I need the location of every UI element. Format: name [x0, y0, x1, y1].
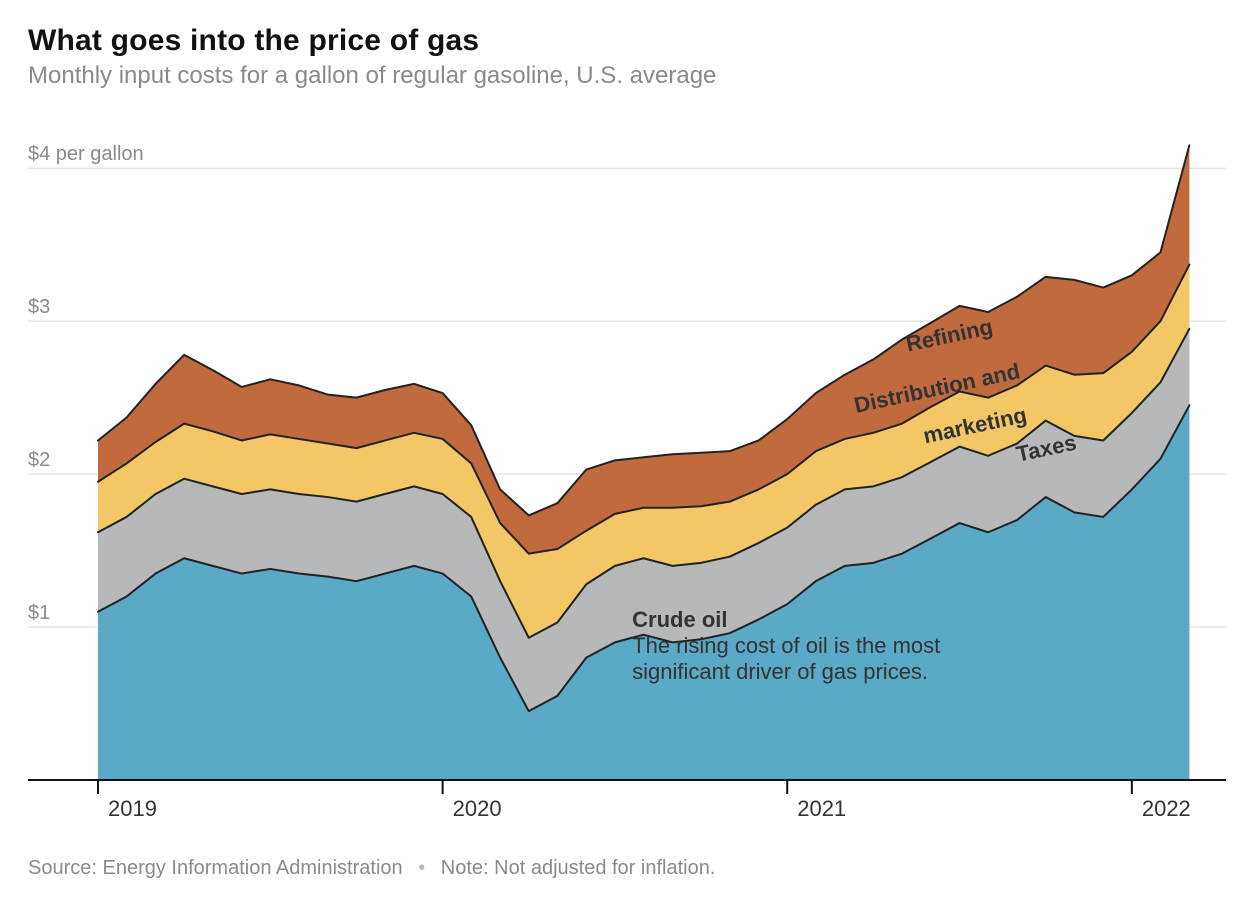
note-label: Note: Not adjusted for inflation.	[441, 857, 716, 879]
footer-separator-icon: •	[418, 857, 425, 880]
chart: $1$2$3$4 per gallon2019202020212022Refin…	[28, 120, 1226, 828]
x-tick-label: 2020	[453, 796, 502, 821]
annotation-title: Crude oil	[632, 607, 727, 632]
x-tick-label: 2019	[108, 796, 157, 821]
chart-subtitle: Monthly input costs for a gallon of regu…	[28, 62, 1226, 90]
y-tick-label: $3	[28, 296, 50, 318]
y-tick-label: $2	[28, 449, 50, 471]
source-label: Source: Energy Information Administratio…	[28, 857, 403, 879]
annotation-body: significant driver of gas prices.	[632, 659, 928, 684]
annotation-body: The rising cost of oil is the most	[632, 633, 940, 658]
x-tick-label: 2021	[797, 796, 846, 821]
y-tick-label: $1	[28, 602, 50, 624]
x-tick-label: 2022	[1142, 796, 1191, 821]
chart-footer: Source: Energy Information Administratio…	[28, 857, 715, 880]
y-tick-label: $4 per gallon	[28, 143, 144, 165]
chart-title: What goes into the price of gas	[28, 24, 1226, 58]
